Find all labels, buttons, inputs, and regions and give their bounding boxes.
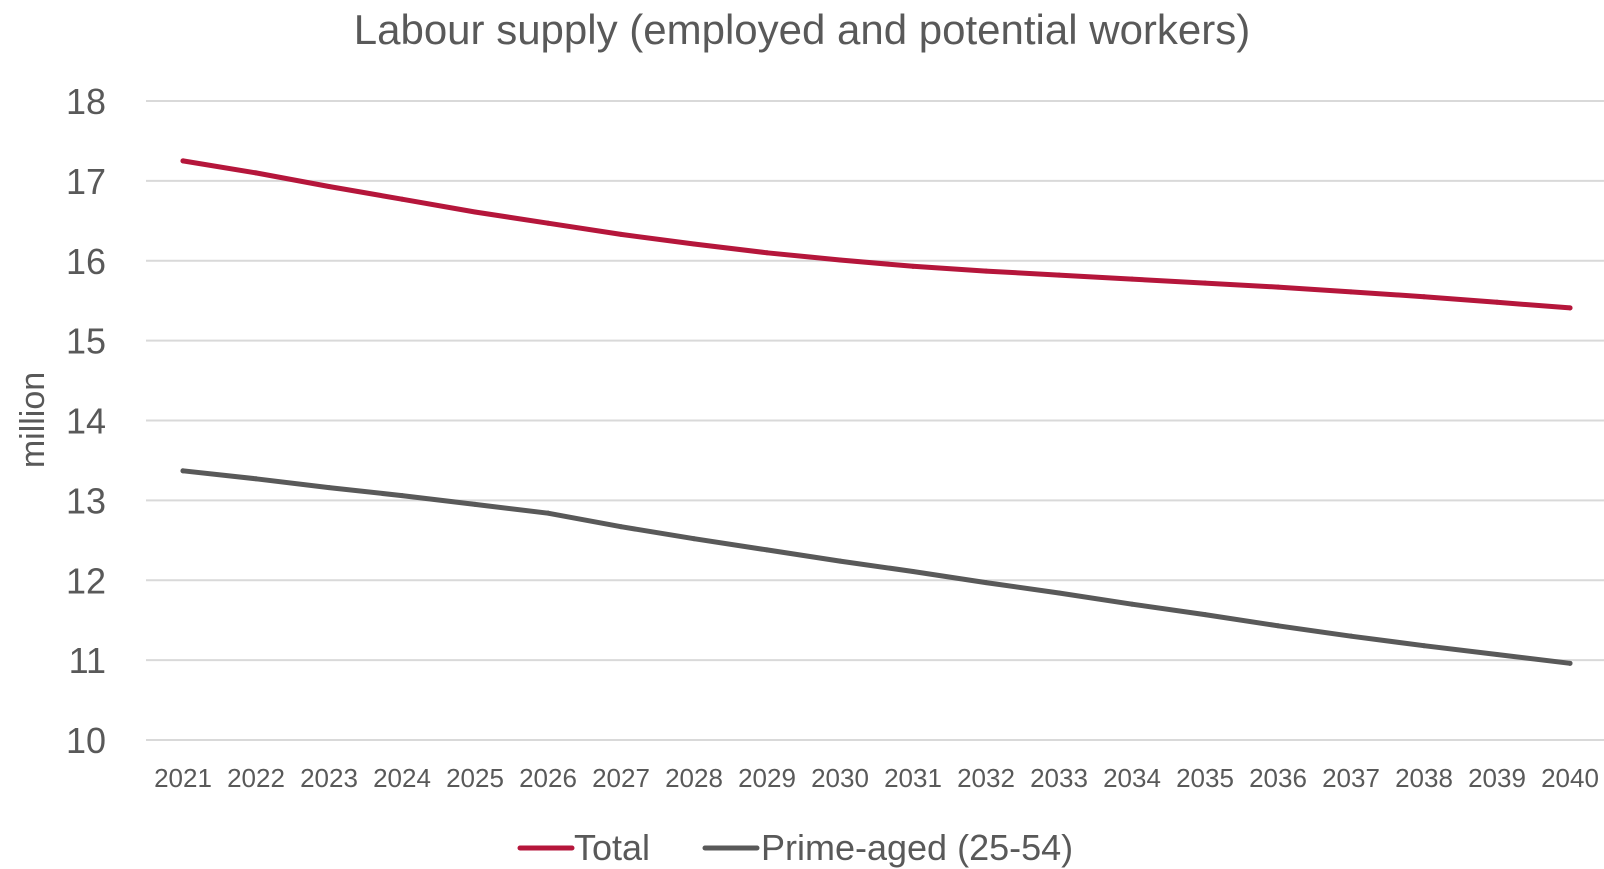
data-point [1129,601,1135,607]
data-point [326,183,332,189]
data-point [837,558,843,564]
x-axis-ticks: 2021 2022 2023 2024 2025 2026 2027 2028 2029 2030… [154,763,1599,793]
data-point [1421,294,1427,300]
data-point [253,170,259,176]
data-point [983,268,989,274]
data-point [1129,276,1135,282]
y-axis-label: million [14,372,52,468]
data-point [910,263,916,269]
data-point [1567,660,1573,666]
x-tick-label: 2032 [957,763,1015,793]
x-tick-label: 2024 [373,763,431,793]
data-point [1494,652,1500,658]
x-tick-label: 2034 [1103,763,1161,793]
chart-title: Labour supply (employed and potential wo… [354,6,1251,53]
series-lines [180,158,1573,666]
x-tick-label: 2030 [811,763,869,793]
x-tick-label: 2025 [446,763,504,793]
y-tick-label: 17 [66,161,106,202]
legend: Total Prime-aged (25-54) [517,827,1073,868]
y-tick-label: 12 [66,560,106,601]
data-point [1275,284,1281,290]
x-tick-label: 2028 [665,763,723,793]
data-point [1275,623,1281,629]
x-tick-label: 2038 [1395,763,1453,793]
data-point [764,250,770,256]
y-tick-label: 13 [66,480,106,521]
legend-label: Prime-aged (25-54) [761,827,1073,868]
x-tick-label: 2040 [1541,763,1599,793]
x-tick-label: 2035 [1176,763,1234,793]
data-point [983,580,989,586]
x-tick-label: 2033 [1030,763,1088,793]
data-point [691,241,697,247]
x-tick-label: 2027 [592,763,650,793]
x-tick-label: 2026 [519,763,577,793]
data-point [253,476,259,482]
y-axis-ticks: 10 11 12 13 14 15 16 17 18 [66,81,106,761]
y-tick-label: 18 [66,81,106,122]
y-tick-label: 11 [69,640,106,681]
x-tick-label: 2023 [300,763,358,793]
x-tick-label: 2029 [738,763,796,793]
data-point [691,536,697,542]
y-tick-label: 14 [66,401,106,442]
data-point [1348,289,1354,295]
gridlines [146,100,1604,741]
data-point [472,209,478,215]
data-point [326,485,332,491]
data-point [545,220,551,226]
data-point [180,158,186,164]
y-tick-label: 15 [66,321,106,362]
data-point [1202,280,1208,286]
x-tick-label: 2021 [154,763,212,793]
x-tick-label: 2031 [884,763,942,793]
data-point [1494,299,1500,305]
data-point [618,524,624,530]
data-point [1567,305,1573,311]
data-point [618,231,624,237]
data-point [1421,643,1427,649]
data-point [837,257,843,263]
series-line-0 [180,158,1573,311]
series-line-1 [180,468,1573,666]
data-point [545,510,551,516]
data-point [180,468,186,474]
x-tick-label: 2039 [1468,763,1526,793]
data-point [399,196,405,202]
x-tick-label: 2036 [1249,763,1307,793]
y-tick-label: 10 [66,720,106,761]
data-point [399,493,405,499]
y-tick-label: 16 [66,241,106,282]
data-point [910,568,916,574]
data-point [472,501,478,507]
x-tick-label: 2037 [1322,763,1380,793]
data-point [764,547,770,553]
data-point [1056,272,1062,278]
data-point [1056,590,1062,596]
legend-label: Total [574,827,650,868]
data-point [1202,612,1208,618]
x-tick-label: 2022 [227,763,285,793]
data-point [1348,633,1354,639]
